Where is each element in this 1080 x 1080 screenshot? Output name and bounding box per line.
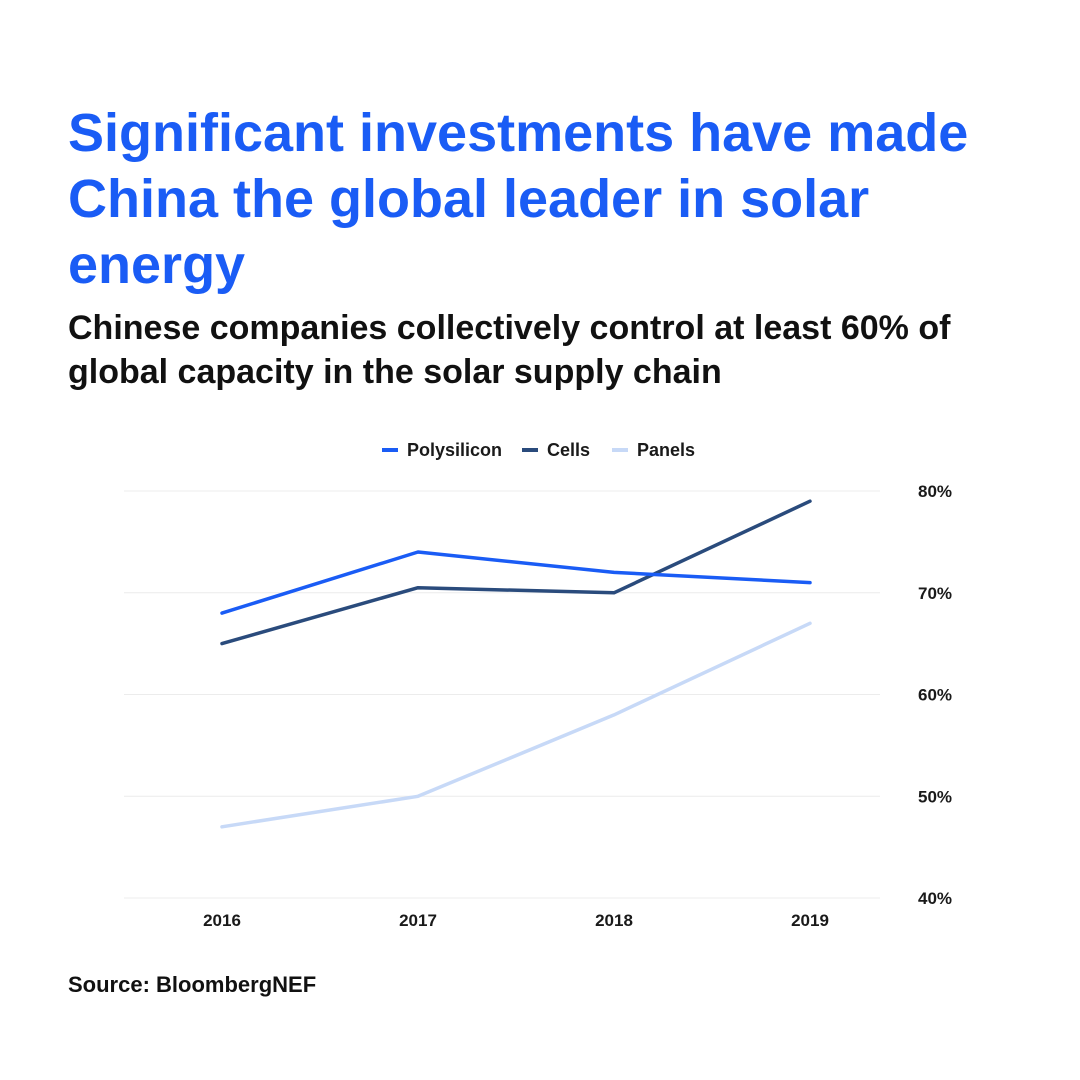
legend-item-cells: Cells — [522, 440, 590, 460]
legend-item-panels: Panels — [612, 440, 695, 460]
y-tick-label: 50% — [918, 787, 952, 806]
legend-label: Panels — [637, 440, 695, 460]
series-line-polysilicon — [220, 550, 812, 615]
source-note: Source: BloombergNEF — [68, 972, 317, 997]
chart-subhead: Chinese companies collectively control a… — [68, 309, 951, 391]
series-line-panels — [220, 621, 812, 829]
legend: Polysilicon Cells Panels — [382, 440, 695, 460]
x-tick-label: 2018 — [595, 911, 633, 930]
x-tick-label: 2017 — [399, 911, 437, 930]
legend-label: Cells — [547, 440, 590, 460]
gridlines — [124, 490, 880, 899]
chart-headline: Significant investments have made China … — [68, 103, 969, 295]
y-axis: 80% 70% 60% 50% 40% — [918, 482, 952, 908]
x-tick-label: 2016 — [203, 911, 241, 930]
y-tick-label: 60% — [918, 686, 952, 705]
x-axis: 2016 2017 2018 2019 — [203, 911, 829, 930]
y-tick-label: 80% — [918, 482, 952, 501]
legend-label: Polysilicon — [407, 440, 502, 460]
y-tick-label: 70% — [918, 584, 952, 603]
x-tick-label: 2019 — [791, 911, 829, 930]
series-line-cells — [220, 499, 812, 646]
y-tick-label: 40% — [918, 889, 952, 908]
legend-item-polysilicon: Polysilicon — [382, 440, 502, 460]
series-lines — [220, 499, 812, 829]
